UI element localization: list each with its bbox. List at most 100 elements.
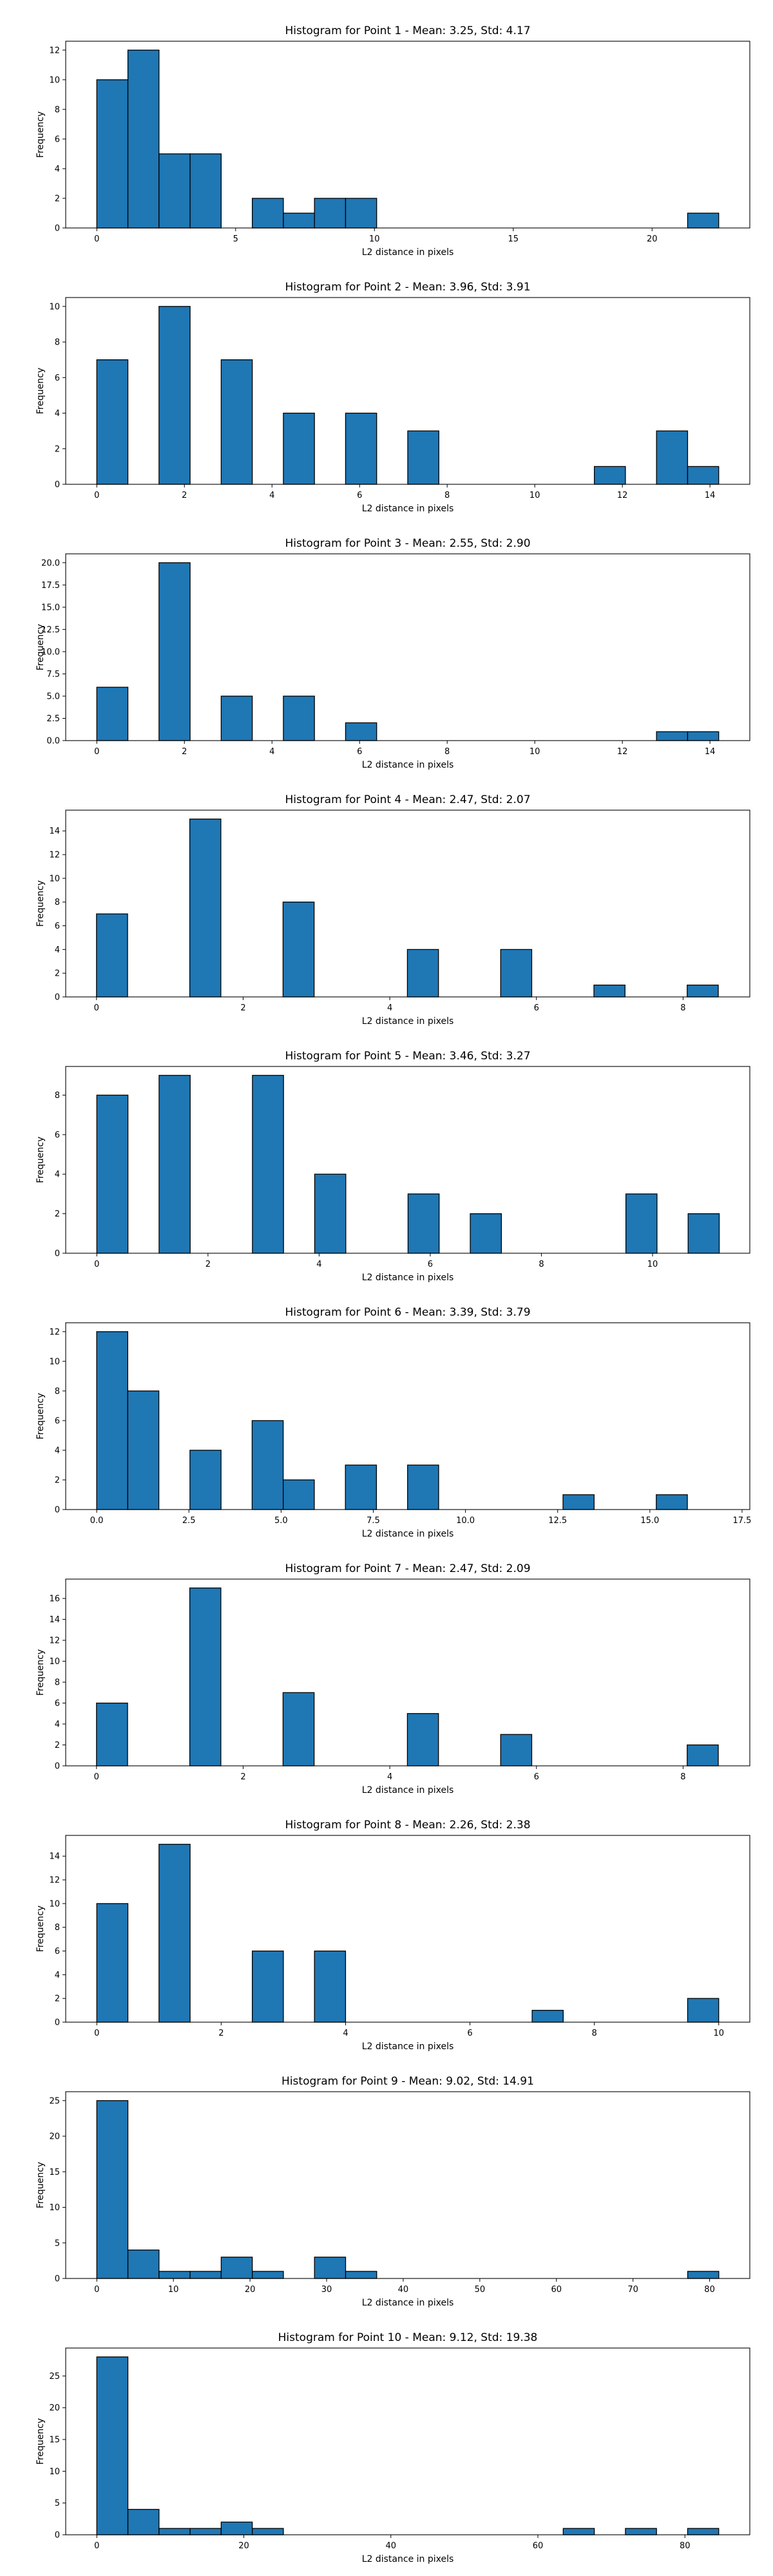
histogram-panel-5: Histogram for Point 5 - Mean: 3.46, Std:…	[35, 1050, 750, 1283]
x-tick-label: 0	[94, 1772, 99, 1782]
x-tick-label: 8	[444, 747, 450, 757]
y-tick-label: 10	[49, 1899, 60, 1909]
histogram-bar	[314, 1173, 347, 1254]
y-tick-label: 10	[49, 1657, 60, 1667]
histogram-bar	[96, 1903, 129, 2023]
x-tick-label: 6	[357, 491, 362, 500]
y-tick-label: 5	[55, 2239, 60, 2248]
histogram-bar	[96, 1331, 128, 1510]
histogram-bar	[220, 2521, 253, 2535]
histogram-bar	[314, 198, 347, 229]
x-tick-label: 10.0	[456, 1516, 475, 1526]
x-tick-label: 6	[428, 1260, 433, 1269]
y-tick-label: 12	[49, 1636, 60, 1646]
histogram-bar	[189, 1450, 222, 1510]
x-tick-label: 4	[387, 1003, 392, 1013]
y-tick-label: 12	[49, 1876, 60, 1886]
histogram-bar	[189, 819, 222, 998]
histogram-bar	[251, 1950, 284, 2023]
y-tick-label: 2	[55, 1475, 60, 1485]
x-tick-label: 0	[94, 1003, 99, 1013]
histogram-bar	[345, 198, 377, 229]
x-tick-label: 40	[398, 2285, 409, 2295]
histogram-bar	[158, 1844, 191, 2023]
histogram-bar	[345, 2271, 377, 2279]
plot-frame	[65, 1322, 750, 1510]
histogram-bar	[562, 2528, 595, 2535]
chart-title: Histogram for Point 2 - Mean: 3.96, Std:…	[285, 281, 530, 294]
y-tick-label: 6	[55, 922, 60, 931]
histogram-bar	[345, 412, 377, 485]
histogram-bar	[158, 2271, 191, 2279]
x-tick-label: 15.0	[640, 1516, 659, 1526]
plot-frame	[65, 41, 750, 229]
x-tick-label: 0	[94, 234, 99, 244]
x-axis-label: L2 distance in pixels	[362, 1785, 454, 1795]
plot-frame	[65, 810, 750, 998]
histogram-bar	[96, 1702, 128, 1766]
histogram-bar	[189, 1587, 222, 1766]
y-tick-label: 0.0	[46, 737, 60, 746]
y-tick-label: 10	[49, 302, 60, 312]
chart-title: Histogram for Point 9 - Mean: 9.02, Std:…	[282, 2075, 534, 2088]
histogram-bar	[282, 902, 315, 998]
y-tick-label: 8	[55, 1387, 60, 1396]
y-axis-label: Frequency	[35, 1393, 46, 1439]
x-tick-label: 12.5	[548, 1516, 567, 1526]
histogram-bar	[625, 1193, 658, 1254]
y-axis-label: Frequency	[35, 1649, 46, 1696]
x-tick-label: 2	[240, 1003, 245, 1013]
histogram-bar	[625, 2528, 657, 2535]
histogram-bar	[251, 2528, 284, 2535]
y-axis-label: Frequency	[35, 880, 46, 927]
y-tick-label: 15.0	[41, 603, 60, 612]
x-tick-label: 15	[508, 234, 519, 244]
x-tick-label: 30	[321, 2285, 332, 2295]
plot-frame	[65, 2091, 750, 2279]
y-tick-label: 10.0	[41, 647, 60, 657]
y-tick-label: 17.5	[41, 581, 60, 591]
y-axis-label: Frequency	[35, 1906, 46, 1952]
x-tick-label: 0	[94, 747, 99, 757]
x-tick-label: 20	[647, 234, 658, 244]
x-axis-label: L2 distance in pixels	[362, 2298, 454, 2308]
histogram-bar	[345, 1464, 377, 1510]
chart-title: Histogram for Point 10 - Mean: 9.12, Std…	[278, 2331, 538, 2344]
y-tick-label: 0	[55, 1249, 60, 1259]
y-tick-label: 2	[55, 1741, 60, 1750]
y-tick-label: 5.0	[46, 692, 60, 701]
x-tick-label: 7.5	[367, 1516, 380, 1526]
x-tick-label: 14	[705, 747, 716, 757]
histogram-bar	[500, 1734, 533, 1766]
histogram-bar	[687, 213, 720, 229]
histogram-bar	[531, 2009, 564, 2023]
x-tick-label: 80	[680, 2541, 691, 2551]
plot-frame	[65, 1578, 750, 1766]
histogram-bar	[406, 1713, 439, 1766]
histogram-bar	[189, 2528, 222, 2535]
histogram-bar	[282, 1692, 315, 1766]
histogram-bar	[252, 2271, 284, 2279]
x-tick-label: 20	[238, 2541, 249, 2551]
x-axis-label: L2 distance in pixels	[362, 247, 454, 258]
x-tick-label: 0	[94, 2285, 99, 2295]
histogram-bar	[470, 1213, 502, 1254]
chart-title: Histogram for Point 8 - Mean: 2.26, Std:…	[285, 1819, 530, 1832]
y-axis-label: Frequency	[35, 1137, 46, 1183]
histogram-bar	[314, 2257, 347, 2279]
y-tick-label: 14	[49, 827, 60, 837]
histogram-bar	[283, 1479, 315, 1510]
x-tick-label: 4	[387, 1772, 392, 1782]
x-tick-label: 0	[94, 491, 99, 500]
histogram-bar	[314, 1950, 347, 2023]
x-tick-label: 6	[534, 1772, 539, 1782]
y-tick-label: 8	[55, 898, 60, 907]
histogram-bar	[189, 153, 222, 229]
histogram-bar	[656, 731, 689, 741]
histogram-panel-6: Histogram for Point 6 - Mean: 3.39, Std:…	[35, 1306, 751, 1539]
histogram-bar	[687, 2271, 720, 2279]
y-tick-label: 4	[55, 1446, 60, 1455]
x-axis-label: L2 distance in pixels	[362, 2041, 454, 2052]
y-tick-label: 15	[49, 2168, 60, 2177]
y-tick-label: 10	[49, 1357, 60, 1367]
